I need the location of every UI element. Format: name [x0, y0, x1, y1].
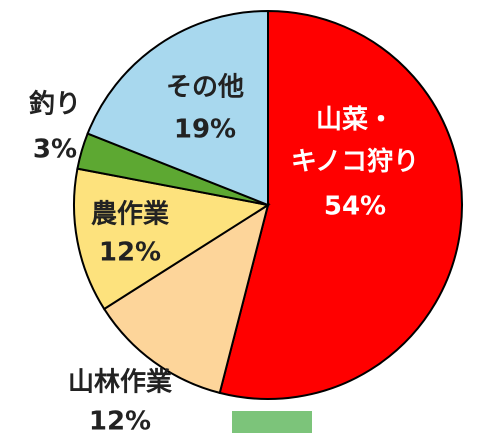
slice-label: その他	[166, 73, 244, 103]
value-label: 12%	[99, 238, 161, 268]
value-label: 12%	[89, 407, 151, 433]
slice-label: 釣り	[29, 89, 81, 120]
value-label: 54%	[324, 192, 386, 222]
label-line: 山菜・	[316, 105, 394, 135]
chart: 山菜・キノコ狩り 54% 山林作業 12% 農作業 12% 釣り 3% その他 19%	[0, 0, 477, 433]
slice-label: 山林作業	[68, 368, 172, 398]
value-label: 19%	[174, 115, 236, 145]
value-label: 3%	[33, 135, 77, 165]
label-line: キノコ狩り	[291, 147, 419, 177]
slice-label: 農作業	[91, 200, 169, 230]
decoration	[232, 411, 312, 433]
